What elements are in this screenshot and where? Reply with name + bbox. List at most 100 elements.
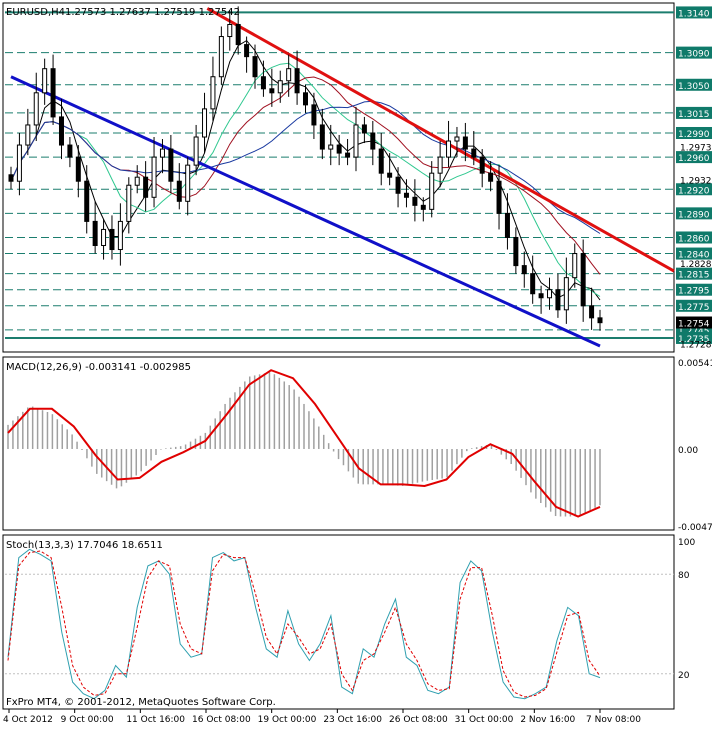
price-level-tag bbox=[676, 106, 712, 119]
price-level-tag bbox=[676, 299, 712, 312]
price-level-label: 1.2745 bbox=[678, 327, 710, 337]
candle-body bbox=[8, 174, 14, 182]
candles bbox=[8, 6, 603, 331]
candle-body bbox=[244, 44, 250, 58]
time-label: 23 Oct 16:00 bbox=[323, 715, 382, 725]
price-level-tag bbox=[676, 331, 712, 344]
candle-body bbox=[597, 317, 603, 324]
time-axis: 4 Oct 2012 9 Oct 00:00 11 Oct 16:00 16 Oct … bbox=[3, 709, 641, 725]
candle-body bbox=[496, 180, 502, 214]
candle-body bbox=[134, 176, 140, 186]
price-level-tag bbox=[676, 283, 712, 296]
candle-body bbox=[210, 76, 216, 110]
candle-body bbox=[311, 104, 317, 126]
price-level-tag bbox=[676, 231, 712, 244]
candle-body bbox=[555, 289, 561, 311]
current-price-tag bbox=[676, 316, 712, 329]
price-tick-label: 1.2728 bbox=[680, 341, 712, 351]
moving-average-line bbox=[10, 100, 601, 234]
candle-body bbox=[286, 68, 292, 82]
candle-body bbox=[530, 273, 536, 295]
candle-body bbox=[471, 148, 477, 158]
trend-channels bbox=[10, 7, 675, 348]
candle-body bbox=[117, 220, 123, 251]
current-price-label: 1.2754 bbox=[678, 320, 710, 330]
candle-body bbox=[504, 212, 510, 238]
candle-body bbox=[252, 56, 258, 78]
price-level-label: 1.3090 bbox=[678, 50, 710, 60]
candle-body bbox=[151, 156, 157, 198]
price-panel[interactable]: 1.31401.30901.30501.30151.29901.29601.29… bbox=[2, 2, 712, 353]
stochastic-lines bbox=[5, 548, 674, 700]
candle-body bbox=[67, 144, 73, 158]
stoch-signal-line bbox=[7, 550, 601, 698]
price-level-tag bbox=[676, 183, 712, 196]
stoch-tick-label: 20 bbox=[678, 671, 690, 681]
candle-body bbox=[58, 116, 64, 146]
time-label: 9 Oct 00:00 bbox=[61, 715, 114, 725]
support-channel-line bbox=[10, 75, 601, 348]
candle-body bbox=[16, 144, 22, 182]
ohlc-values: 1.27573 1.27637 1.27519 1.27542 bbox=[65, 7, 240, 18]
symbol-header: EURUSD,H4 bbox=[6, 7, 65, 18]
price-axis: 1.31401.30901.30501.30151.29901.29601.29… bbox=[676, 6, 712, 351]
stoch-title: Stoch(13,3,3) 17.7046 18.6511 bbox=[6, 540, 163, 551]
price-level-tag bbox=[676, 207, 712, 220]
candle-body bbox=[101, 228, 107, 247]
time-label: 4 Oct 2012 bbox=[3, 715, 53, 725]
candle-body bbox=[294, 68, 300, 94]
time-label: 19 Oct 00:00 bbox=[258, 715, 317, 725]
time-label: 26 Oct 08:00 bbox=[389, 715, 448, 725]
price-level-label: 1.2990 bbox=[678, 130, 710, 140]
stochastic-panel[interactable]: 100 80 20 Stoch(13,3,3) 17.7046 18.6511 Fx… bbox=[2, 534, 695, 710]
candle-body bbox=[75, 156, 81, 182]
candle-body bbox=[547, 289, 553, 299]
resistance-channel-line bbox=[206, 7, 675, 273]
stoch-tick-label: 80 bbox=[678, 571, 690, 581]
candle-body bbox=[33, 92, 39, 126]
candle-body bbox=[126, 184, 132, 222]
price-level-tag bbox=[676, 247, 712, 260]
candle-body bbox=[202, 108, 208, 138]
price-tick-label: 1.2828 bbox=[680, 260, 712, 270]
candle-body bbox=[563, 277, 569, 311]
price-level-label: 1.2775 bbox=[678, 303, 710, 313]
macd-axis: 0.00541 0.00 -0.00479 bbox=[678, 359, 712, 533]
macd-tick-label: 0.00541 bbox=[678, 359, 712, 369]
stoch-main-line bbox=[7, 548, 601, 700]
candle-body bbox=[235, 23, 241, 46]
candle-body bbox=[277, 80, 283, 94]
candle-body bbox=[42, 68, 48, 94]
candle-body bbox=[269, 88, 275, 94]
price-level-tag bbox=[676, 267, 712, 280]
price-level-label: 1.2920 bbox=[678, 186, 710, 196]
candle-body bbox=[580, 253, 586, 307]
price-level-tag bbox=[676, 46, 712, 59]
candle-body bbox=[387, 172, 393, 178]
price-level-tag bbox=[676, 78, 712, 91]
macd-panel[interactable]: 0.00541 0.00 -0.00479 MACD(12,26,9) -0.003… bbox=[2, 356, 712, 533]
candle-body bbox=[336, 144, 342, 154]
candle-body bbox=[378, 148, 384, 174]
price-level-label: 1.2840 bbox=[678, 251, 710, 261]
candle-body bbox=[218, 36, 224, 78]
candle-body bbox=[345, 152, 351, 158]
candle-body bbox=[303, 92, 308, 106]
price-level-label: 1.2860 bbox=[678, 234, 710, 244]
time-label: 31 Oct 00:00 bbox=[455, 715, 514, 725]
macd-histogram bbox=[7, 372, 601, 517]
time-label: 11 Oct 16:00 bbox=[126, 715, 185, 725]
price-level-label: 1.2795 bbox=[678, 287, 710, 297]
candle-body bbox=[361, 124, 367, 134]
candle-body bbox=[159, 148, 165, 158]
candle-body bbox=[488, 172, 494, 182]
candle-body bbox=[429, 172, 435, 210]
price-level-label: 1.3050 bbox=[678, 82, 710, 92]
candle-body bbox=[420, 204, 426, 210]
candle-body bbox=[412, 196, 418, 206]
candle-body bbox=[395, 176, 401, 194]
candle-body bbox=[227, 23, 233, 38]
candle-body bbox=[143, 176, 149, 198]
